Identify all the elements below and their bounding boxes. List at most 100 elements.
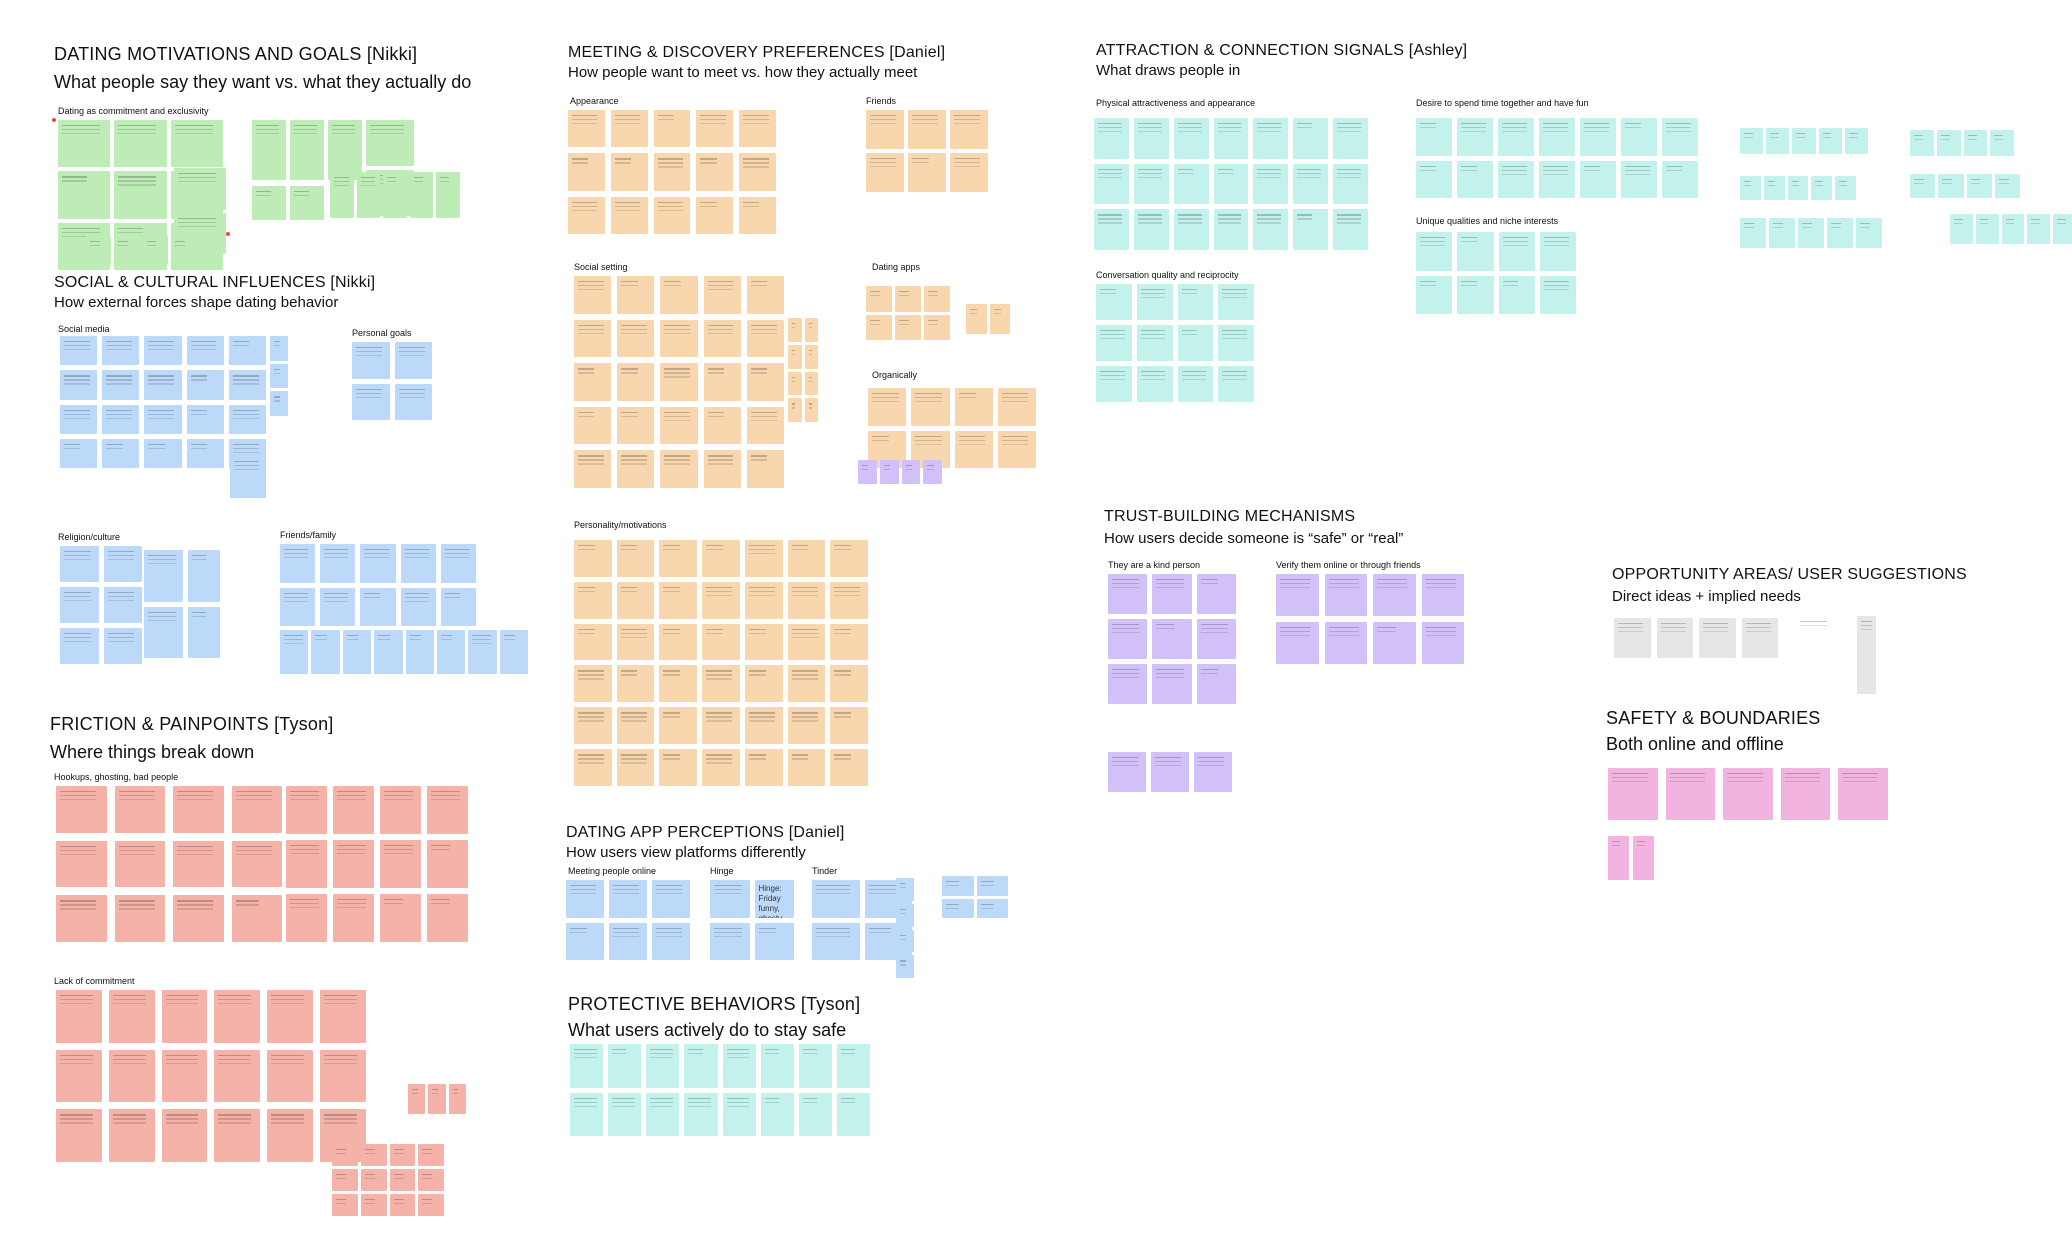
sticky-note[interactable] [942, 876, 974, 896]
sticky-note[interactable] [659, 581, 698, 619]
sticky-note[interactable] [570, 1092, 604, 1136]
sticky-note[interactable] [1856, 218, 1882, 248]
sticky-note[interactable] [1293, 118, 1329, 159]
sticky-note[interactable] [290, 120, 324, 180]
sticky-note[interactable] [1740, 128, 1764, 154]
sticky-note[interactable] [660, 319, 698, 358]
sticky-note[interactable] [616, 540, 655, 577]
sticky-note[interactable] [1324, 574, 1367, 616]
sticky-note[interactable] [746, 450, 784, 488]
sticky-note[interactable] [812, 880, 860, 918]
sticky-note[interactable] [173, 895, 224, 942]
sticky-note[interactable] [746, 406, 784, 445]
sticky-note[interactable] [830, 581, 868, 619]
sticky-note[interactable] [360, 1169, 387, 1191]
sticky-note[interactable] [1811, 176, 1833, 200]
sticky-note[interactable] [568, 110, 605, 148]
sticky-note[interactable] [950, 153, 988, 192]
sticky-note[interactable] [574, 623, 612, 661]
sticky-note[interactable] [352, 383, 390, 420]
sticky-note[interactable] [696, 153, 734, 191]
sticky-note[interactable] [228, 370, 266, 400]
sticky-note[interactable] [1218, 366, 1254, 402]
sticky-note[interactable] [574, 749, 612, 786]
sticky-note[interactable] [394, 342, 432, 379]
sticky-note[interactable] [787, 749, 826, 786]
sticky-note[interactable] [617, 276, 655, 314]
sticky-note[interactable] [144, 404, 182, 434]
sticky-note[interactable] [380, 786, 421, 834]
sticky-note[interactable] [739, 110, 776, 148]
sticky-note[interactable] [1780, 768, 1831, 820]
sticky-note[interactable] [1740, 176, 1761, 200]
sticky-note[interactable] [616, 707, 655, 745]
sticky-note[interactable] [1333, 163, 1368, 205]
sticky-note[interactable] [102, 370, 140, 400]
sticky-note[interactable] [787, 707, 826, 745]
sticky-note[interactable] [114, 895, 165, 942]
sticky-note[interactable] [568, 196, 605, 234]
sticky-note[interactable] [1416, 275, 1453, 314]
sticky-note[interactable] [1293, 163, 1329, 205]
sticky-note[interactable] [230, 456, 266, 498]
sticky-note[interactable] [383, 172, 407, 218]
sticky-note[interactable] [1457, 118, 1493, 156]
sticky-note[interactable] [330, 172, 354, 218]
sticky-note[interactable] [744, 707, 783, 745]
sticky-note[interactable] [1498, 118, 1534, 156]
sticky-note[interactable] [787, 540, 826, 577]
sticky-note[interactable] [231, 895, 282, 942]
sticky-note[interactable] [103, 628, 142, 664]
sticky-note[interactable] [1096, 366, 1132, 402]
sticky-note[interactable] [1766, 128, 1790, 154]
sticky-note[interactable] [798, 1092, 832, 1136]
sticky-note[interactable] [320, 544, 356, 583]
sticky-note[interactable] [1539, 160, 1575, 198]
sticky-note[interactable] [954, 388, 993, 426]
sticky-note[interactable] [744, 665, 783, 703]
sticky-note[interactable] [659, 749, 698, 786]
sticky-note[interactable] [710, 880, 750, 918]
sticky-note[interactable] [170, 120, 223, 168]
sticky-note[interactable] [418, 1194, 444, 1216]
sticky-note[interactable] [997, 430, 1036, 468]
sticky-note[interactable] [1990, 130, 2014, 156]
sticky-note[interactable] [866, 314, 892, 340]
sticky-note[interactable] [1950, 214, 1973, 244]
sticky-note[interactable] [659, 540, 698, 577]
sticky-note[interactable] [214, 990, 261, 1043]
sticky-note[interactable] [1151, 752, 1189, 792]
sticky-note[interactable] [702, 623, 740, 661]
sticky-note[interactable] [702, 581, 740, 619]
sticky-note[interactable] [1196, 664, 1236, 704]
sticky-note[interactable] [744, 540, 783, 577]
sticky-note[interactable] [1416, 232, 1453, 271]
sticky-note[interactable] [908, 110, 946, 149]
sticky-note[interactable] [1621, 118, 1657, 156]
sticky-note[interactable] [1963, 130, 1988, 156]
sticky-note[interactable] [1910, 130, 1934, 156]
sticky-note[interactable] [1457, 232, 1494, 271]
sticky-note[interactable] [1276, 622, 1319, 664]
sticky-note[interactable] [739, 196, 776, 234]
sticky-note[interactable] [830, 540, 868, 577]
sticky-note[interactable] [1324, 622, 1367, 664]
sticky-note[interactable] [610, 110, 648, 148]
sticky-note[interactable] [114, 171, 167, 219]
sticky-note[interactable] [332, 1194, 358, 1216]
sticky-note[interactable] [1133, 209, 1169, 250]
sticky-note[interactable] [405, 630, 434, 674]
sticky-note[interactable] [1196, 574, 1236, 614]
sticky-note[interactable] [660, 450, 698, 488]
sticky-note[interactable] [360, 1144, 387, 1166]
sticky-note[interactable] [754, 922, 794, 960]
sticky-note[interactable] [804, 398, 818, 422]
sticky-note[interactable] [290, 186, 324, 220]
sticky-note[interactable] [102, 404, 140, 434]
sticky-note[interactable] [214, 1049, 261, 1103]
sticky-note[interactable] [574, 406, 612, 445]
sticky-note[interactable] [924, 314, 950, 340]
sticky-note[interactable] [574, 363, 612, 401]
sticky-note[interactable] [574, 665, 612, 703]
sticky-note[interactable] [320, 990, 366, 1043]
